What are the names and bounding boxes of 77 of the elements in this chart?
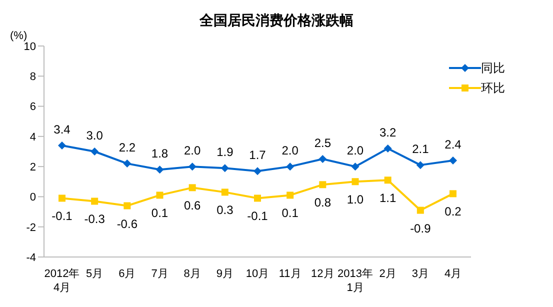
data-label: 1.9 — [216, 145, 234, 160]
point — [319, 181, 326, 188]
y-axis-title: (%) — [10, 30, 28, 42]
data-label: 2.0 — [184, 144, 201, 158]
point — [286, 162, 294, 171]
point — [318, 155, 327, 164]
point — [384, 176, 392, 184]
data-label: 0.8 — [314, 196, 332, 210]
y-tick-label: 8 — [30, 71, 36, 84]
chart-title: 全国居民消费价格涨跌幅 — [198, 12, 354, 30]
y-tick-label: -4 — [26, 252, 36, 264]
x-tick-label: 10月 — [246, 268, 270, 280]
data-label: 2.2 — [118, 140, 136, 155]
data-label: 1.1 — [379, 191, 396, 206]
x-tick-label: 5月 — [86, 268, 104, 280]
point — [156, 192, 164, 199]
point — [90, 148, 99, 156]
point — [188, 162, 196, 171]
data-label: 0.1 — [151, 206, 168, 220]
y-tick-label: 0 — [30, 192, 36, 204]
x-tick-label: 2013年 1月 — [338, 268, 373, 294]
y-tick-label: 6 — [30, 101, 36, 114]
x-tick-label: 6月 — [118, 268, 136, 280]
data-label: -0.1 — [52, 209, 73, 224]
data-label: -0.6 — [116, 216, 138, 231]
data-label: 2.4 — [444, 138, 462, 152]
point — [58, 194, 66, 202]
x-tick-label: 8月 — [184, 268, 201, 280]
x-tick-label: 3月 — [412, 268, 429, 280]
data-label: 0.2 — [444, 204, 462, 219]
data-label: 2.5 — [314, 136, 332, 150]
point — [91, 198, 98, 205]
legend-label: 环比 — [481, 80, 505, 97]
legend-label: 同比 — [481, 60, 505, 77]
data-label: 1.8 — [151, 146, 168, 161]
x-tick-label: 12月 — [311, 268, 334, 280]
x-tick-label: 4月 — [444, 268, 462, 280]
point — [449, 156, 457, 165]
data-label: -0.3 — [84, 212, 106, 226]
point — [384, 144, 392, 152]
point — [221, 188, 228, 196]
point — [352, 178, 359, 186]
y-tick-label: 2 — [30, 161, 36, 174]
point — [254, 194, 261, 202]
data-label: 1.0 — [346, 192, 364, 207]
point — [254, 167, 262, 176]
data-label: 0.6 — [184, 198, 201, 213]
point — [123, 160, 132, 168]
point — [124, 202, 131, 210]
data-label: -0.1 — [247, 209, 268, 224]
x-tick-label: 11月 — [278, 268, 302, 280]
point — [220, 164, 229, 172]
data-label: 2.0 — [282, 144, 299, 158]
data-label: 0.1 — [282, 206, 299, 220]
y-tick-label: -2 — [26, 222, 36, 234]
point — [188, 184, 196, 192]
y-tick-label: 4 — [30, 131, 36, 144]
data-label: 0.3 — [216, 203, 234, 218]
point — [416, 161, 424, 170]
x-tick-label: 2012年 4月 — [44, 268, 80, 294]
data-label: 3.0 — [86, 128, 104, 142]
point — [58, 141, 66, 150]
point — [416, 206, 424, 214]
point — [450, 190, 456, 198]
data-label: 3.2 — [379, 125, 396, 140]
point — [286, 192, 294, 199]
data-label: 3.4 — [54, 122, 71, 136]
x-tick-label: 2月 — [379, 268, 396, 280]
point — [156, 166, 164, 174]
y-tick-label: 10 — [24, 40, 36, 53]
data-label: 2.0 — [346, 144, 364, 158]
data-label: 2.1 — [412, 142, 430, 156]
point — [351, 162, 360, 171]
x-tick-label: 9月 — [216, 268, 234, 280]
data-label: 1.7 — [249, 148, 266, 162]
data-label: -0.9 — [410, 221, 432, 236]
x-tick-label: 7月 — [151, 268, 168, 280]
